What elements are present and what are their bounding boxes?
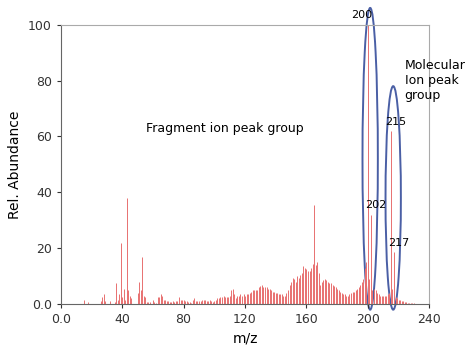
Text: Molecular
Ion peak
group: Molecular Ion peak group [405,59,465,102]
Text: 215: 215 [385,117,406,127]
X-axis label: m/z: m/z [232,332,258,346]
Text: 200: 200 [351,11,372,21]
Y-axis label: Rel. Abundance: Rel. Abundance [9,110,22,218]
Text: 217: 217 [388,238,409,248]
Text: 202: 202 [365,200,386,211]
Text: Fragment ion peak group: Fragment ion peak group [146,121,304,135]
